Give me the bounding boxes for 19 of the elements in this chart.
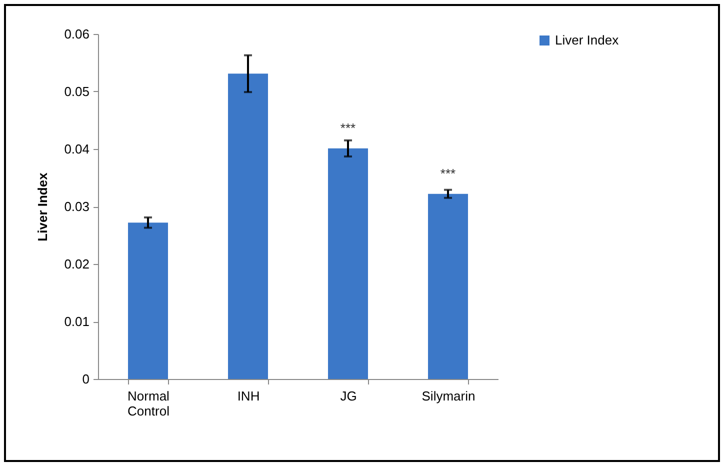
x-tick-label: Silymarin (422, 388, 476, 404)
y-tick-label: 0.01 (64, 314, 90, 329)
y-tick-label: 0.06 (64, 26, 90, 42)
y-tick-label: 0.02 (64, 256, 90, 272)
y-tick-label: 0.05 (64, 84, 90, 99)
y-tick-label: 0 (82, 372, 90, 386)
x-tick-label: INH (237, 388, 260, 404)
y-tick-label: 0.03 (64, 199, 90, 214)
bar (228, 74, 268, 379)
annotation: *** (340, 120, 356, 136)
x-tick-label: JG (340, 388, 357, 404)
y-tick-label: 0.04 (64, 142, 90, 156)
bar (428, 194, 468, 379)
y-axis-title: Liver Index (35, 172, 50, 242)
legend-label: Liver Index (555, 32, 620, 48)
x-tick-label: Normal Control (128, 388, 170, 418)
bar (128, 222, 168, 379)
annotation: *** (440, 166, 456, 181)
bar (328, 148, 368, 379)
